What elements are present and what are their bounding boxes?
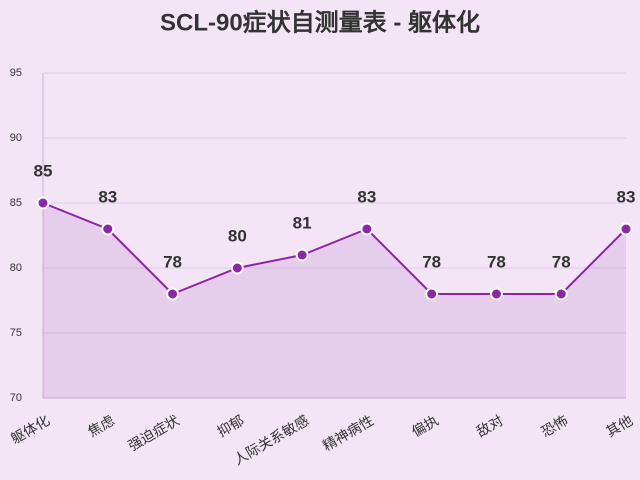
point bbox=[360, 222, 374, 236]
point bbox=[295, 248, 309, 262]
data-label: 78 bbox=[487, 252, 506, 271]
y-tick-label: 95 bbox=[10, 67, 22, 79]
data-label: 85 bbox=[34, 161, 53, 180]
data-label: 78 bbox=[422, 252, 441, 271]
line bbox=[42, 202, 627, 296]
y-tick-label: 70 bbox=[10, 392, 22, 404]
y-tick-label: 75 bbox=[10, 327, 22, 339]
y-tick-label: 90 bbox=[10, 132, 22, 144]
data-label: 78 bbox=[163, 252, 182, 271]
area bbox=[43, 203, 626, 398]
data-label: 78 bbox=[552, 252, 571, 271]
y-tick-label: 85 bbox=[10, 197, 22, 209]
point bbox=[554, 287, 568, 301]
data-label: 83 bbox=[357, 187, 376, 206]
data-label: 80 bbox=[228, 226, 247, 245]
y-tick-label: 80 bbox=[10, 262, 22, 274]
chart-title: SCL-90症状自测量表 - 躯体化 bbox=[160, 8, 480, 36]
point bbox=[101, 222, 115, 236]
point bbox=[230, 261, 244, 275]
point bbox=[36, 196, 50, 210]
point bbox=[489, 287, 503, 301]
data-label: 81 bbox=[293, 213, 312, 232]
data-label: 83 bbox=[98, 187, 117, 206]
data-label: 83 bbox=[617, 187, 636, 206]
point bbox=[425, 287, 439, 301]
point bbox=[619, 222, 633, 236]
point bbox=[166, 287, 180, 301]
